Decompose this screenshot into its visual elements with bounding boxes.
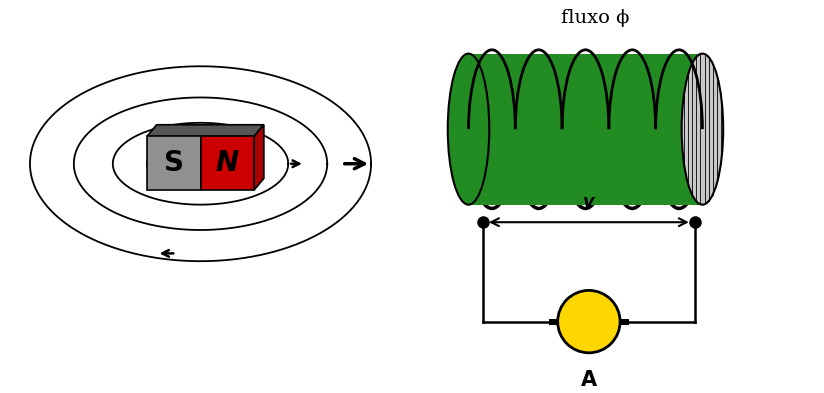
Ellipse shape [558, 290, 620, 353]
Text: S: S [164, 149, 184, 177]
Bar [549, 319, 558, 325]
Text: N: N [216, 149, 239, 177]
Text: fluxo ϕ: fluxo ϕ [561, 9, 630, 27]
Polygon shape [254, 125, 264, 190]
Bar [469, 53, 702, 205]
Polygon shape [147, 125, 264, 136]
Text: A: A [581, 370, 597, 390]
Bar [200, 136, 254, 190]
Ellipse shape [447, 53, 489, 205]
Bar [620, 319, 629, 325]
Text: v: v [583, 193, 595, 211]
Bar [147, 136, 200, 190]
Ellipse shape [681, 53, 723, 205]
